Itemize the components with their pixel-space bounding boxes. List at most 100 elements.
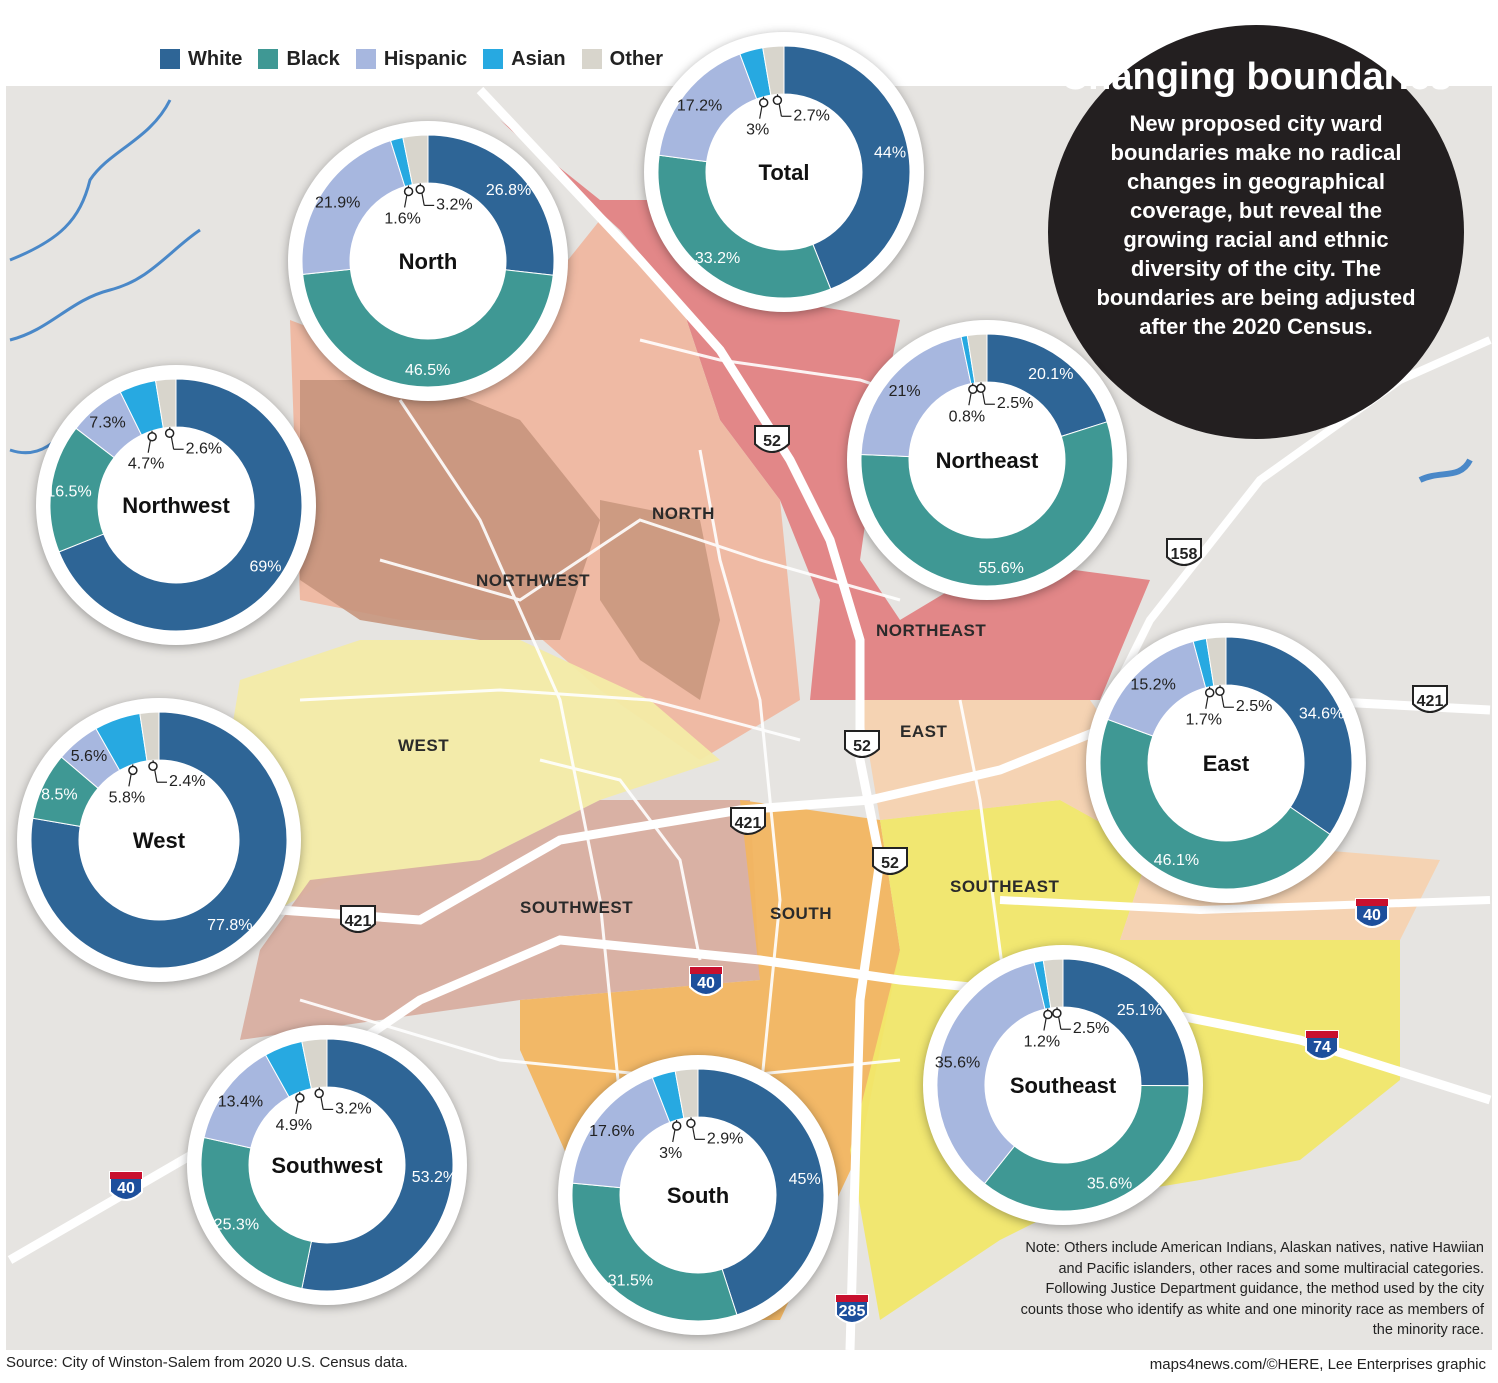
- donut-south: 45% 31.5% 17.6% 3% 2.9% South: [558, 1055, 838, 1335]
- shield-number: 285: [839, 1303, 866, 1320]
- donut-slice-white: [58, 378, 303, 632]
- leader-dot: [314, 1088, 324, 1099]
- donut-title: East: [1203, 751, 1250, 776]
- donut-slice-other: [139, 711, 160, 762]
- source-text: Source: City of Winston-Salem from 2020 …: [6, 1354, 408, 1371]
- credit-text: maps4news.com/©HERE, Lee Enterprises gra…: [1149, 1356, 1486, 1373]
- slice-label: 3.2%: [436, 196, 472, 213]
- ward-label-west: WEST: [398, 736, 450, 755]
- slice-label: 35.6%: [935, 1054, 980, 1071]
- shield-number: 421: [345, 913, 372, 930]
- title-panel: Changing boundaries New proposed city wa…: [1048, 25, 1464, 439]
- ward-label-north: NORTH: [652, 504, 715, 523]
- leader-dot: [671, 1121, 682, 1131]
- slice-label: 31.5%: [608, 1272, 653, 1289]
- slice-label: 44%: [874, 145, 906, 162]
- donut-total: 44% 33.2% 17.2% 3% 2.7% Total: [644, 32, 924, 312]
- leader-dot: [968, 384, 978, 395]
- leader-dot: [772, 95, 783, 106]
- shield-number: 158: [1171, 546, 1198, 563]
- slice-label: 25.3%: [214, 1217, 259, 1234]
- leader-dot: [1204, 687, 1215, 698]
- slice-label: 3.2%: [335, 1100, 371, 1117]
- leader-dot: [295, 1093, 305, 1103]
- interstate-shield: 40: [689, 966, 723, 996]
- ward-label-southwest: SOUTHWEST: [520, 898, 634, 917]
- slice-label: 2.4%: [169, 773, 205, 790]
- leader-dot: [403, 186, 414, 197]
- slice-label: 2.9%: [707, 1130, 743, 1147]
- donut-slice-other: [762, 45, 785, 96]
- donut-slice-white: [30, 711, 288, 969]
- donut-title: West: [133, 828, 186, 853]
- leader-dot: [976, 383, 986, 393]
- donut-title: North: [399, 249, 458, 274]
- donut-slice-other: [674, 1068, 699, 1119]
- slice-label: 2.7%: [793, 107, 829, 124]
- interstate-shield: 40: [109, 1171, 143, 1201]
- slice-label: 46.5%: [405, 362, 450, 379]
- shield-number: 421: [735, 815, 762, 832]
- donut-slice-black: [200, 1136, 313, 1290]
- slice-label: 69%: [249, 559, 281, 576]
- donut-slice-black: [657, 154, 832, 299]
- shield-number: 74: [1313, 1039, 1331, 1056]
- donut-slice-black: [571, 1182, 738, 1322]
- legend-label: Other: [609, 47, 663, 70]
- slice-label: 1.7%: [1185, 712, 1221, 729]
- donut-northwest: 69% 16.5% 7.3% 4.7% 2.6% Northwest: [36, 365, 316, 645]
- donut-slice-white: [783, 45, 911, 290]
- donut-slice-black: [302, 268, 554, 388]
- slice-label: 33.2%: [695, 250, 740, 267]
- donut-slice-white: [1225, 636, 1353, 835]
- donut-slice-black: [1099, 718, 1331, 890]
- leader-dot: [758, 97, 769, 108]
- ward-label-east: EAST: [900, 722, 948, 741]
- donut-southwest: 53.2% 25.3% 13.4% 4.9% 3.2% Southwest: [187, 1025, 467, 1305]
- shield-number: 52: [853, 738, 871, 755]
- slice-label: 2.6%: [186, 440, 222, 457]
- slice-label: 21%: [889, 383, 921, 400]
- slice-label: 17.6%: [589, 1123, 634, 1140]
- legend-swatch: [581, 49, 602, 69]
- slice-label: 2.5%: [1236, 698, 1272, 715]
- legend-item-hispanic: Hispanic: [355, 47, 468, 71]
- shield-number: 40: [117, 1180, 135, 1197]
- slice-label: 5.8%: [109, 789, 145, 806]
- shield-number: 52: [881, 855, 899, 872]
- legend-label: Black: [286, 47, 340, 70]
- ward-label-northeast: NORTHEAST: [876, 621, 987, 640]
- donut-slice-other: [966, 333, 988, 384]
- ward-label-south: SOUTH: [770, 904, 832, 923]
- slice-label: 21.9%: [315, 195, 360, 212]
- legend-swatch: [483, 49, 504, 69]
- highway-shield: 52: [872, 847, 908, 875]
- highway-shield: 52: [754, 425, 790, 453]
- leader-dot: [1215, 686, 1225, 696]
- leader-dot: [148, 761, 158, 771]
- donut-southeast: 25.1% 35.6% 35.6% 1.2% 2.5% Southeast: [923, 945, 1203, 1225]
- donut-title: Northeast: [936, 448, 1039, 473]
- slice-label: 15.2%: [1130, 676, 1175, 693]
- slice-label: 35.6%: [1087, 1175, 1132, 1192]
- donut-slice-other: [301, 1038, 328, 1090]
- slice-label: 2.5%: [997, 395, 1033, 412]
- shield-number: 421: [1417, 693, 1444, 710]
- donut-slice-white: [986, 333, 1108, 437]
- page-subtitle: New proposed city ward boundaries make n…: [1096, 111, 1416, 339]
- donut-slice-white: [427, 134, 555, 276]
- donut-slice-white: [1062, 958, 1190, 1087]
- legend-swatch: [258, 49, 279, 69]
- slice-label: 17.2%: [677, 98, 722, 115]
- donut-slice-hispanic: [936, 961, 1046, 1185]
- legend-label: White: [188, 47, 243, 70]
- legend-label: Hispanic: [383, 47, 468, 70]
- leader-dot: [164, 428, 175, 439]
- slice-label: 0.8%: [949, 408, 985, 425]
- donut-slice-other: [1042, 958, 1064, 1009]
- page-title: Changing boundaries: [1060, 56, 1452, 98]
- slice-label: 20.1%: [1028, 366, 1073, 383]
- slice-label: 46.1%: [1154, 852, 1199, 869]
- legend-swatch: [160, 49, 180, 69]
